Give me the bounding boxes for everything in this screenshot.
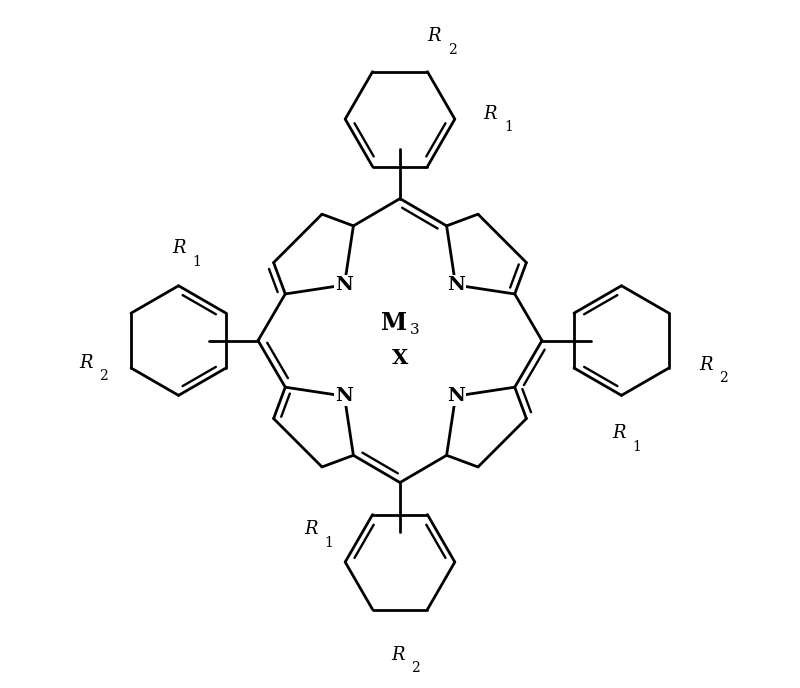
Text: N: N: [446, 276, 465, 294]
Text: M: M: [382, 312, 407, 336]
Text: R: R: [79, 354, 93, 372]
Text: R: R: [305, 520, 318, 538]
Text: 1: 1: [504, 120, 513, 134]
Text: N: N: [335, 387, 354, 405]
Text: R: R: [172, 239, 186, 257]
Text: 1: 1: [325, 536, 334, 550]
Text: R: R: [427, 27, 441, 45]
Text: N: N: [446, 387, 465, 405]
Text: X: X: [392, 347, 408, 367]
Text: 2: 2: [411, 661, 420, 675]
Text: 2: 2: [99, 369, 108, 383]
Text: R: R: [391, 645, 405, 663]
Text: 2: 2: [719, 372, 728, 385]
Text: N: N: [335, 276, 354, 294]
Text: 1: 1: [633, 440, 642, 454]
Text: 3: 3: [410, 323, 420, 337]
Text: R: R: [484, 105, 497, 122]
Text: R: R: [699, 356, 713, 374]
Text: 1: 1: [192, 255, 201, 269]
Text: 2: 2: [448, 43, 457, 56]
Text: R: R: [613, 424, 626, 442]
